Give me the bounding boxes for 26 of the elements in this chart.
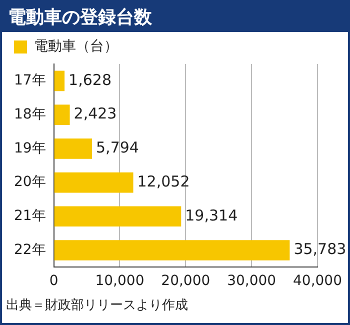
data-label: 35,783: [294, 240, 346, 258]
bar: [54, 240, 290, 260]
bar: [54, 104, 70, 125]
x-tick-label: 10,000: [95, 273, 144, 290]
y-tick-label: 18年: [14, 106, 46, 122]
y-tick-label: 22年: [14, 242, 46, 258]
y-tick-label: 21年: [14, 208, 46, 224]
bar: [54, 138, 92, 159]
y-tick-label: 20年: [14, 174, 46, 190]
legend-label: 電動車（台）: [34, 38, 118, 55]
x-tick-label: 0: [49, 273, 58, 290]
data-label: 19,314: [185, 206, 238, 224]
bar: [54, 172, 134, 193]
x-tick-label: 30,000: [227, 273, 276, 290]
source-note: 出典＝財政部リリースより作成: [5, 297, 189, 314]
data-label: 1,628: [68, 70, 112, 89]
data-label: 5,794: [96, 138, 139, 157]
x-tick-label: 20,000: [161, 273, 210, 290]
bar: [54, 70, 65, 92]
y-tick-label: 19年: [14, 140, 46, 156]
data-label: 12,052: [137, 172, 190, 190]
bar: [54, 206, 182, 227]
data-label: 2,423: [74, 104, 117, 123]
x-tick-label: 40,000: [293, 273, 342, 290]
y-tick-label: 17年: [14, 72, 46, 89]
chart-title: 電動車の登録台数: [2, 2, 348, 32]
